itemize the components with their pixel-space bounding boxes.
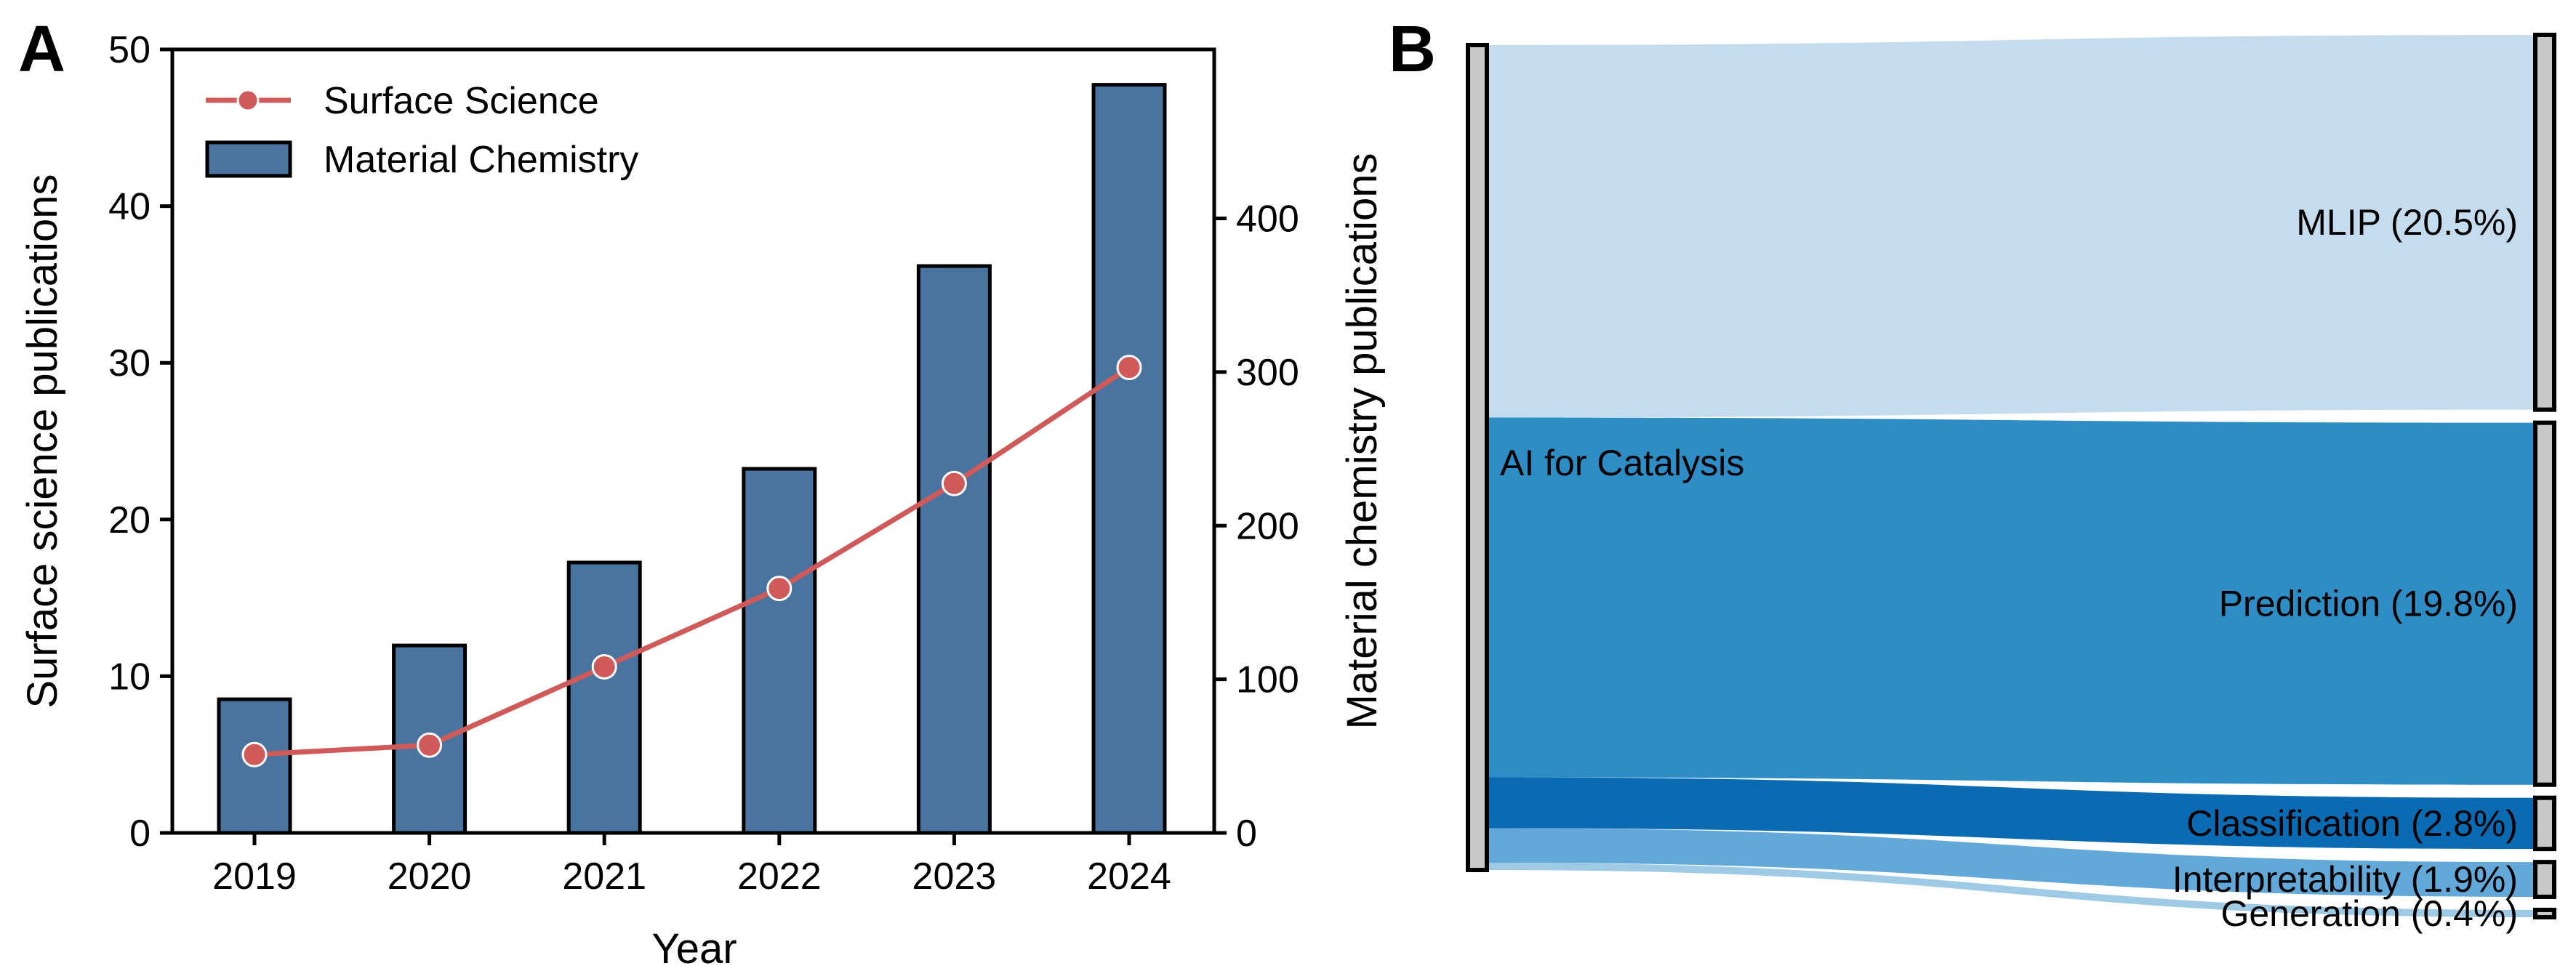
legend-marker-swatch <box>236 89 260 112</box>
sankey-target-label-3: Interpretability (1.9%) <box>2172 859 2518 900</box>
y-tick-label: 50 <box>108 29 151 71</box>
series-line <box>254 365 1131 757</box>
sankey-link-2 <box>1487 777 2535 850</box>
sankey-target-node-0 <box>2533 33 2556 412</box>
sankey-target-node-1 <box>2533 420 2556 787</box>
y2-tick-label: 400 <box>1236 198 1299 241</box>
y2-axis-label: Material chemistry publications <box>1339 153 1386 730</box>
sankey-target-nodes: MLIP (20.5%) Prediction (19.8%) Classifica… <box>2172 33 2556 934</box>
x-tick-label-2024: 2024 <box>1087 855 1171 898</box>
legend-bar-swatch <box>205 140 292 178</box>
bars-material-chemistry <box>217 83 1167 835</box>
x-tick-label-2022: 2022 <box>737 855 822 898</box>
x-axis-ticks: 2019 2020 2021 2022 2023 2024 <box>212 833 1171 898</box>
sankey-target-label-2: Classification (2.8%) <box>2186 803 2518 844</box>
x-tick-label-2020: 2020 <box>388 855 472 898</box>
point-2024 <box>1116 355 1142 381</box>
right-axis-ticks: 0 100 200 300 400 <box>1214 198 1299 855</box>
sankey-target-label-0: MLIP (20.5%) <box>2296 202 2518 243</box>
bar-2024 <box>1091 83 1167 835</box>
panel-label-a: A <box>18 13 65 86</box>
point-2021 <box>591 653 617 680</box>
y2-tick-label: 200 <box>1236 505 1299 547</box>
sankey-target-label-4: Generation (0.4%) <box>2220 893 2518 934</box>
plot-frame <box>170 47 1216 835</box>
legend-label-surface-science: Surface Science <box>324 80 599 122</box>
bar-2023 <box>916 264 992 835</box>
point-2020 <box>417 732 443 758</box>
left-axis-ticks: 0 10 20 30 40 50 <box>108 29 172 855</box>
sankey-links <box>1487 35 2535 917</box>
sankey-link-3 <box>1487 828 2535 897</box>
y-tick-label: 40 <box>108 186 151 228</box>
y-tick-label: 0 <box>129 813 151 855</box>
y-tick-label: 10 <box>108 656 151 698</box>
sankey-source-node <box>1466 43 1489 872</box>
x-tick-label-2019: 2019 <box>212 855 297 898</box>
point-2022 <box>766 576 793 602</box>
x-tick-label-2023: 2023 <box>912 855 997 898</box>
sankey-link-4 <box>1487 863 2535 917</box>
sankey-target-node-4 <box>2533 907 2556 920</box>
sankey-source-label: AI for Catalysis <box>1500 443 1744 483</box>
panel-b-sankey: AI for Catalysis MLIP (20.5%) Prediction … <box>1466 33 2556 934</box>
sankey-target-node-2 <box>2533 795 2556 852</box>
bar-2021 <box>566 560 642 835</box>
y-axis-label: Surface science publications <box>19 174 66 708</box>
legend-label-material-chemistry: Material Chemistry <box>324 139 638 181</box>
legend: Surface Science Material Chemistry <box>205 80 638 181</box>
sankey-target-node-3 <box>2533 860 2556 899</box>
y2-tick-label: 0 <box>1236 813 1257 855</box>
sankey-link-0 <box>1487 35 2535 418</box>
y-tick-label: 30 <box>108 342 151 384</box>
point-2019 <box>241 741 268 768</box>
x-axis-label: Year <box>651 925 737 972</box>
line-surface-science <box>241 355 1142 768</box>
y-tick-label: 20 <box>108 499 151 541</box>
y2-tick-label: 100 <box>1236 659 1299 701</box>
sankey-target-label-1: Prediction (19.8%) <box>2219 584 2518 624</box>
panel-label-b: B <box>1389 13 1436 86</box>
sankey-link-1 <box>1487 417 2535 785</box>
y2-tick-label: 300 <box>1236 352 1299 394</box>
bar-2022 <box>742 467 817 835</box>
point-2023 <box>941 470 967 496</box>
x-tick-label-2021: 2021 <box>562 855 646 898</box>
